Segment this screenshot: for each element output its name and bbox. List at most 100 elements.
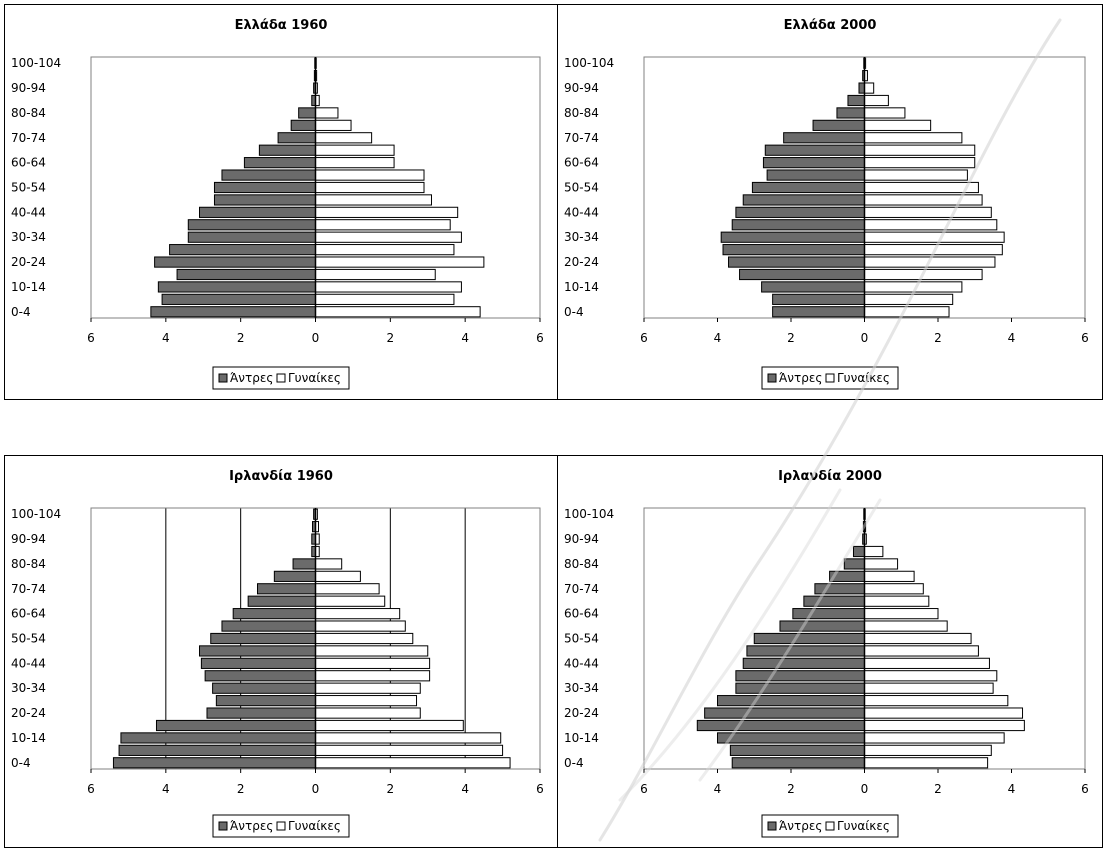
y-tick-label: 50-54 [564, 632, 599, 646]
bar-female [864, 107, 906, 119]
y-tick-label: 70-74 [564, 582, 599, 596]
bar-male [150, 306, 316, 318]
bar-female [864, 707, 1024, 719]
bar-female [864, 256, 996, 268]
y-tick-label: 100-104 [11, 507, 61, 521]
chart-svg: Ιρλανδία 2000 100-104 90-94 80-84 70-74 60-64… [564, 469, 1089, 838]
bar-female [864, 657, 990, 669]
chart-svg: Ελλάδα 1960 100-104 90-94 80-84 70-74 60-64 50… [11, 18, 544, 390]
x-tick-label: 6 [640, 331, 648, 345]
y-tick-label: 10-14 [11, 731, 46, 745]
bar-female [864, 645, 979, 657]
bar-male [199, 206, 316, 218]
bar-female [864, 595, 930, 607]
bar-male [753, 632, 865, 645]
bar-female [864, 670, 998, 682]
bar-male [852, 545, 866, 558]
bar-male [221, 620, 316, 632]
bar-male [206, 707, 316, 719]
y-tick-label: 10-14 [564, 731, 599, 745]
bar-female [864, 682, 994, 694]
x-tick-label: 4 [162, 331, 170, 345]
y-tick-label: 30-34 [11, 230, 46, 244]
x-tick-label: 4 [1008, 782, 1016, 796]
bar-male [764, 144, 865, 156]
legend-label-female: Γυναίκες [837, 819, 890, 833]
bar-female [864, 570, 915, 582]
bar-male [735, 670, 865, 682]
bar-male [858, 82, 865, 94]
legend-label-male: Άντρες [779, 819, 822, 833]
y-tick-label: 30-34 [564, 230, 599, 244]
y-tick-label: 30-34 [564, 681, 599, 695]
bar-female [315, 293, 455, 305]
y-tick-label: 0-4 [564, 756, 584, 770]
bar-male [292, 558, 316, 570]
bar-male [843, 558, 866, 570]
bar-male [728, 256, 865, 268]
bar-female [315, 757, 511, 769]
bar-male [829, 570, 865, 582]
bar-male [792, 608, 865, 620]
bar-male [221, 169, 316, 181]
bar-female [315, 583, 380, 595]
bar-female [864, 583, 924, 595]
bar-male [742, 194, 866, 206]
bar-female [864, 545, 884, 558]
bar-male [232, 608, 316, 620]
legend-label-male: Άντρες [230, 819, 273, 833]
bar-female [864, 231, 1005, 243]
legend-swatch-female [825, 373, 835, 383]
bar-female [315, 719, 464, 732]
bar-male [200, 657, 316, 669]
bar-female [864, 194, 983, 206]
x-tick-label: 6 [87, 782, 95, 796]
y-tick-label: 90-94 [564, 81, 599, 95]
bar-female [864, 206, 992, 218]
y-tick-label: 80-84 [11, 557, 46, 571]
y-tick-label: 40-44 [564, 656, 599, 670]
x-tick-label: 0 [312, 782, 320, 796]
bar-female [864, 306, 950, 318]
bar-female [864, 268, 983, 281]
bar-female [864, 132, 963, 144]
x-tick-label: 6 [87, 331, 95, 345]
legend-swatch-male [218, 821, 228, 831]
bar-male [772, 306, 865, 318]
legend-swatch-female [825, 821, 835, 831]
bar-female [864, 695, 1009, 707]
y-tick-label: 0-4 [11, 756, 31, 770]
chart-title: Ιρλανδία 2000 [778, 469, 882, 484]
legend-swatch-male [218, 373, 228, 383]
y-tick-label: 60-64 [564, 156, 599, 170]
bar-female [864, 620, 948, 632]
bar-male [258, 144, 316, 156]
x-tick-label: 0 [861, 782, 869, 796]
bar-male [704, 707, 865, 719]
bar-female [864, 757, 989, 769]
bar-male [155, 719, 316, 732]
bar-female [864, 181, 979, 194]
x-tick-label: 6 [536, 782, 544, 796]
y-tick-label: 80-84 [564, 557, 599, 571]
bar-male [746, 645, 865, 657]
bar-male [120, 732, 316, 744]
bar-female [864, 157, 976, 169]
bar-male [204, 670, 316, 682]
chart-title: Ελλάδα 2000 [784, 18, 877, 33]
bar-male [731, 219, 865, 231]
x-tick-label: 2 [387, 331, 395, 345]
bar-female [315, 256, 485, 268]
bar-female [315, 206, 459, 218]
chart-panel-greece-2000: Ελλάδα 2000 100-104 90-94 80-84 70-74 60-64 50… [557, 4, 1103, 400]
x-tick-label: 2 [934, 331, 942, 345]
bar-female [315, 620, 406, 632]
bar-female [315, 157, 395, 169]
chart-svg: Ελλάδα 2000 100-104 90-94 80-84 70-74 60-64 50… [564, 18, 1089, 390]
y-tick-label: 30-34 [11, 681, 46, 695]
bar-male [213, 194, 317, 206]
bar-male [187, 231, 317, 243]
bar-female [315, 268, 436, 281]
chart-title: Ελλάδα 1960 [235, 18, 328, 33]
y-tick-label: 90-94 [11, 81, 46, 95]
